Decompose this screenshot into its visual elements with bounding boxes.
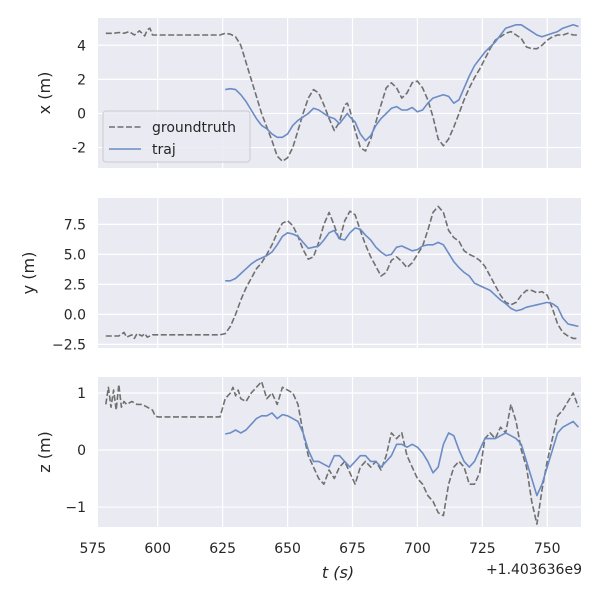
y-tick-label: -2	[72, 141, 86, 157]
y-axis-label: y (m)	[19, 252, 38, 295]
plot-background	[98, 198, 581, 348]
x-tick-label: 725	[469, 541, 496, 557]
series-line-traj	[225, 227, 579, 328]
plot-background	[98, 377, 581, 527]
panel-z-position: −1 0 1 z (m) 575 600 625 650 675 700 725 750	[35, 377, 581, 557]
y-tick-label: 2.5	[64, 277, 86, 293]
x-tick-label: 700	[404, 541, 431, 557]
x-axis-offset: +1.403636e9	[486, 562, 582, 578]
y-tick-label: 0	[77, 106, 86, 122]
legend-frame	[102, 110, 251, 163]
series-line-traj	[225, 412, 579, 497]
y-tick-label: 0	[77, 443, 86, 459]
series-line-traj	[225, 24, 579, 142]
x-tick-label: 750	[534, 541, 561, 557]
x-axis-label: t (s)	[322, 563, 354, 582]
y-tick-label: 0.0	[64, 307, 86, 323]
legend: groundtruth traj	[102, 110, 251, 163]
x-tick-label: 575	[79, 541, 106, 557]
series-line-groundtruth	[105, 205, 579, 340]
x-tick-label: 600	[144, 541, 171, 557]
x-tick-label: 625	[209, 541, 236, 557]
y-tick-label: 7.5	[64, 217, 86, 233]
y-tick-label: 4	[77, 38, 86, 54]
y-tick-label: −1	[65, 500, 86, 516]
y-axis-label: x (m)	[35, 72, 54, 115]
y-tick-label: −2.5	[52, 337, 86, 353]
x-tick-label: 675	[339, 541, 366, 557]
x-tick-label: 650	[274, 541, 301, 557]
series-line-groundtruth	[105, 27, 579, 162]
y-tick-label: 2	[77, 72, 86, 88]
y-tick-label: 5.0	[64, 247, 86, 263]
panel-y-position: −2.5 0.0 2.5 5.0 7.5 y (m)	[19, 198, 581, 353]
legend-label-groundtruth: groundtruth	[152, 120, 236, 136]
y-tick-label: 1	[77, 386, 86, 402]
legend-label-traj: traj	[152, 142, 176, 158]
y-axis-label: z (m)	[35, 431, 54, 473]
